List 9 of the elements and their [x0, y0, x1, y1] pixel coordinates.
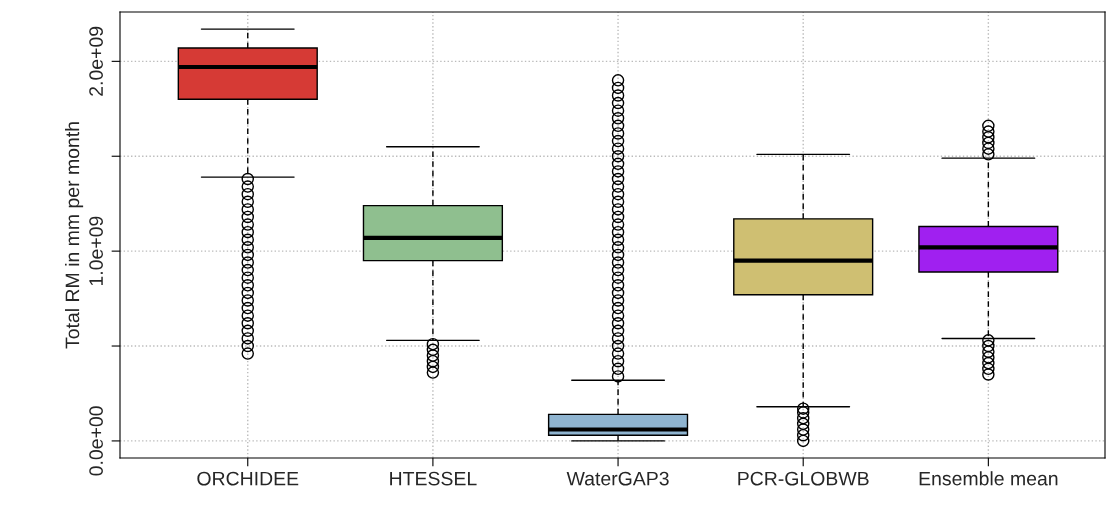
x-tick-label: PCR-GLOBWB: [738, 471, 869, 486]
y-axis-title: Total RM in mm per month: [65, 122, 84, 349]
y-tick-label: 1.0e+09: [89, 216, 103, 286]
y-tick-label: 2.0e+09: [89, 26, 103, 96]
x-tick-label: Ensemble mean: [919, 471, 1058, 486]
x-tick-label: HTESSEL: [390, 471, 477, 486]
y-tick-label: 0.0e+00: [89, 406, 103, 476]
x-tick-label: ORCHIDEE: [197, 471, 299, 486]
x-tick-label: WaterGAP3: [566, 471, 669, 486]
